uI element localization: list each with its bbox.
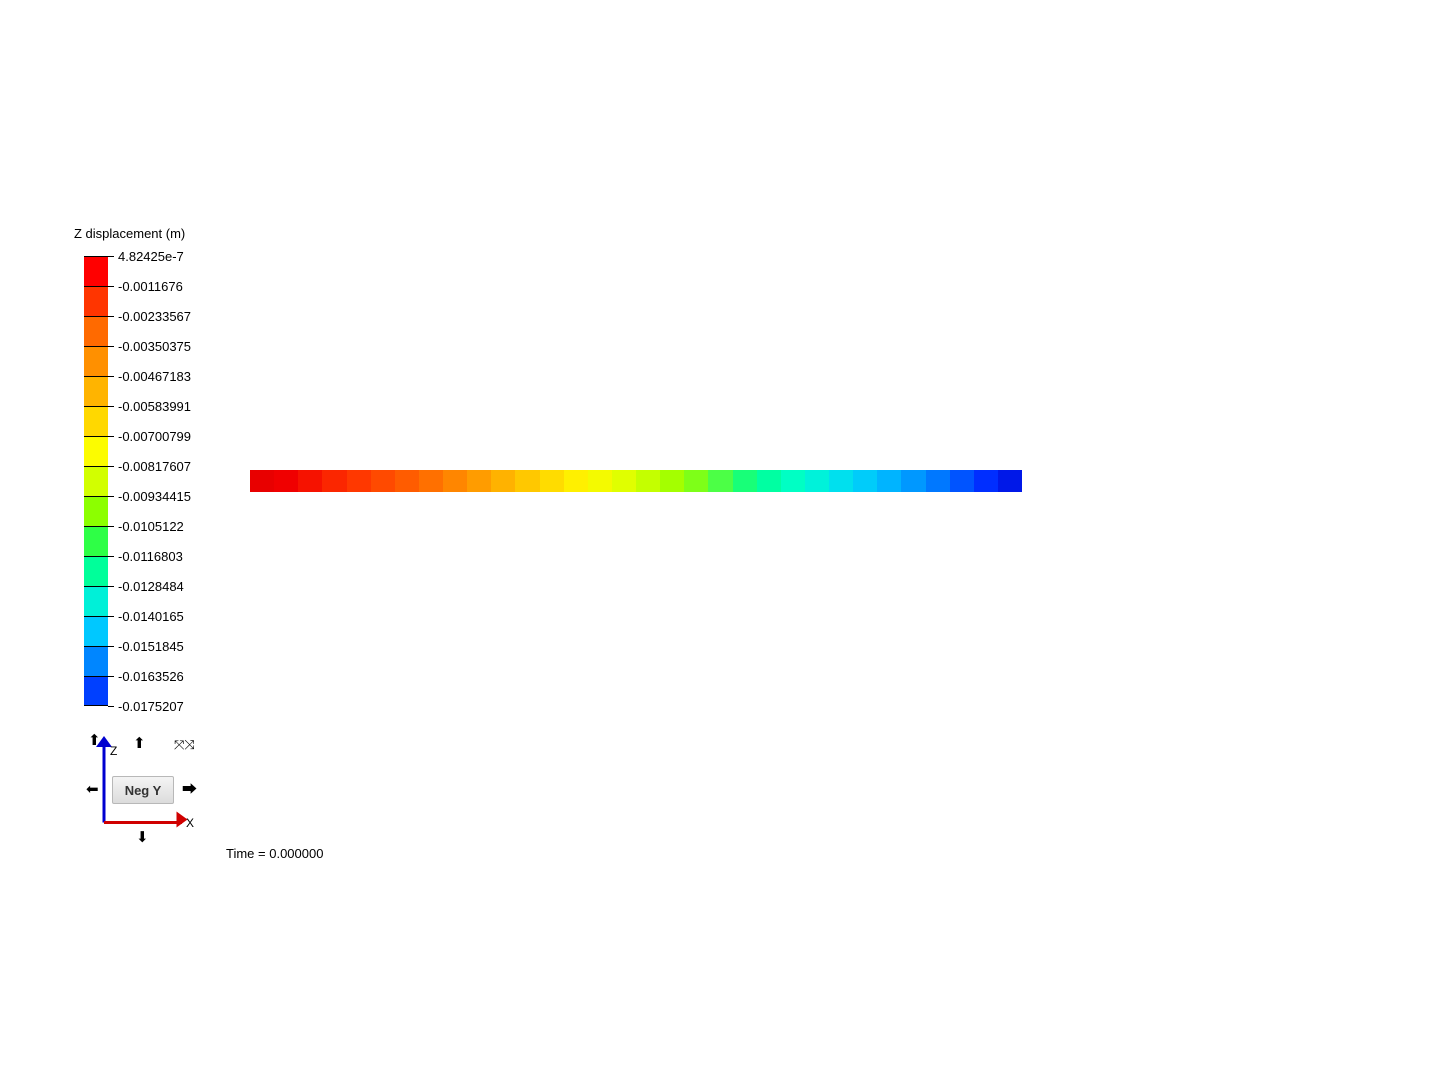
- legend-tick: [108, 346, 114, 347]
- legend-tick: [108, 466, 114, 467]
- legend-tick-label: -0.00350375: [118, 339, 191, 354]
- legend-swatch: [84, 286, 108, 316]
- beam-segment: [443, 470, 467, 492]
- beam-segment: [322, 470, 346, 492]
- legend-tick-label: -0.00467183: [118, 369, 191, 384]
- nav-arrow-right[interactable]: ⮕: [182, 782, 197, 797]
- beam-segment: [708, 470, 732, 492]
- view-cube-label: Neg Y: [125, 783, 162, 798]
- legend-tick-label: -0.0011676: [118, 279, 183, 294]
- legend-tick-label: -0.0175207: [118, 699, 184, 714]
- beam-segment: [467, 470, 491, 492]
- legend-swatch: [84, 466, 108, 496]
- z-axis: [103, 744, 106, 822]
- legend-colorbar: [84, 256, 108, 706]
- beam-segment: [998, 470, 1022, 492]
- legend-tick: [108, 436, 114, 437]
- legend-swatch: [84, 646, 108, 676]
- beam-segment: [781, 470, 805, 492]
- legend-tick: [108, 406, 114, 407]
- beam-segment: [877, 470, 901, 492]
- legend-tick-label: -0.0163526: [118, 669, 184, 684]
- legend-swatch: [84, 256, 108, 286]
- nav-arrow-down[interactable]: ⬇: [136, 830, 149, 845]
- beam-segment: [757, 470, 781, 492]
- beam-segment: [684, 470, 708, 492]
- legend-swatch: [84, 586, 108, 616]
- legend-tick-label: -0.00583991: [118, 399, 191, 414]
- legend-swatch: [84, 436, 108, 466]
- beam-displacement-contour: [250, 470, 1022, 492]
- view-cube[interactable]: Neg Y: [112, 776, 174, 804]
- beam-segment: [926, 470, 950, 492]
- legend-swatch: [84, 556, 108, 586]
- x-axis-label: X: [186, 816, 194, 830]
- legend-tick: [108, 496, 114, 497]
- legend-tick: [108, 706, 114, 707]
- legend-tick-label: -0.0151845: [118, 639, 184, 654]
- legend-tick-label: -0.00233567: [118, 309, 191, 324]
- beam-segment: [540, 470, 564, 492]
- legend-swatch: [84, 376, 108, 406]
- legend-swatch: [84, 676, 108, 706]
- legend-tick: [108, 646, 114, 647]
- legend-tick: [108, 316, 114, 317]
- beam-segment: [371, 470, 395, 492]
- beam-segment: [950, 470, 974, 492]
- beam-segment: [974, 470, 998, 492]
- legend-tick-label: -0.0116803: [118, 549, 183, 564]
- z-axis-label: Z: [110, 744, 117, 758]
- beam-segment: [274, 470, 298, 492]
- beam-segment: [805, 470, 829, 492]
- legend-tick-label: -0.00700799: [118, 429, 191, 444]
- legend-tick: [108, 556, 114, 557]
- legend-tick: [108, 286, 114, 287]
- beam-segment: [395, 470, 419, 492]
- legend-tick: [108, 676, 114, 677]
- legend-tick-label: -0.0105122: [118, 519, 184, 534]
- nav-arrow-left[interactable]: ⬅: [86, 782, 99, 797]
- legend-tick-label: -0.0128484: [118, 579, 184, 594]
- beam-segment: [612, 470, 636, 492]
- legend-swatch: [84, 526, 108, 556]
- legend-swatch: [84, 346, 108, 376]
- beam-segment: [515, 470, 539, 492]
- beam-segment: [829, 470, 853, 492]
- nav-arrow-upleft[interactable]: ⬆: [88, 733, 101, 748]
- beam-segment: [419, 470, 443, 492]
- beam-segment: [588, 470, 612, 492]
- legend-tick: [108, 616, 114, 617]
- beam-segment: [636, 470, 660, 492]
- legend-swatch: [84, 496, 108, 526]
- beam-segment: [660, 470, 684, 492]
- beam-segment: [250, 470, 274, 492]
- legend-tick: [108, 586, 114, 587]
- legend-tick-label: 4.82425e-7: [118, 249, 184, 264]
- nav-arrow-rot[interactable]: ⤧⤨: [174, 738, 195, 751]
- legend-title: Z displacement (m): [74, 226, 185, 241]
- legend-swatch: [84, 316, 108, 346]
- legend-tick-label: -0.00817607: [118, 459, 191, 474]
- legend-tick-label: -0.00934415: [118, 489, 191, 504]
- legend-tick: [108, 256, 114, 257]
- legend-tick: [108, 376, 114, 377]
- beam-segment: [901, 470, 925, 492]
- legend-swatch: [84, 616, 108, 646]
- beam-segment: [298, 470, 322, 492]
- x-axis: [104, 821, 182, 824]
- legend-swatch: [84, 406, 108, 436]
- legend-tick: [108, 526, 114, 527]
- time-label: Time = 0.000000: [226, 846, 323, 861]
- legend-tick-label: -0.0140165: [118, 609, 184, 624]
- beam-segment: [564, 470, 588, 492]
- nav-arrow-up[interactable]: ⬆: [133, 736, 146, 751]
- beam-segment: [491, 470, 515, 492]
- beam-segment: [347, 470, 371, 492]
- beam-segment: [733, 470, 757, 492]
- beam-segment: [853, 470, 877, 492]
